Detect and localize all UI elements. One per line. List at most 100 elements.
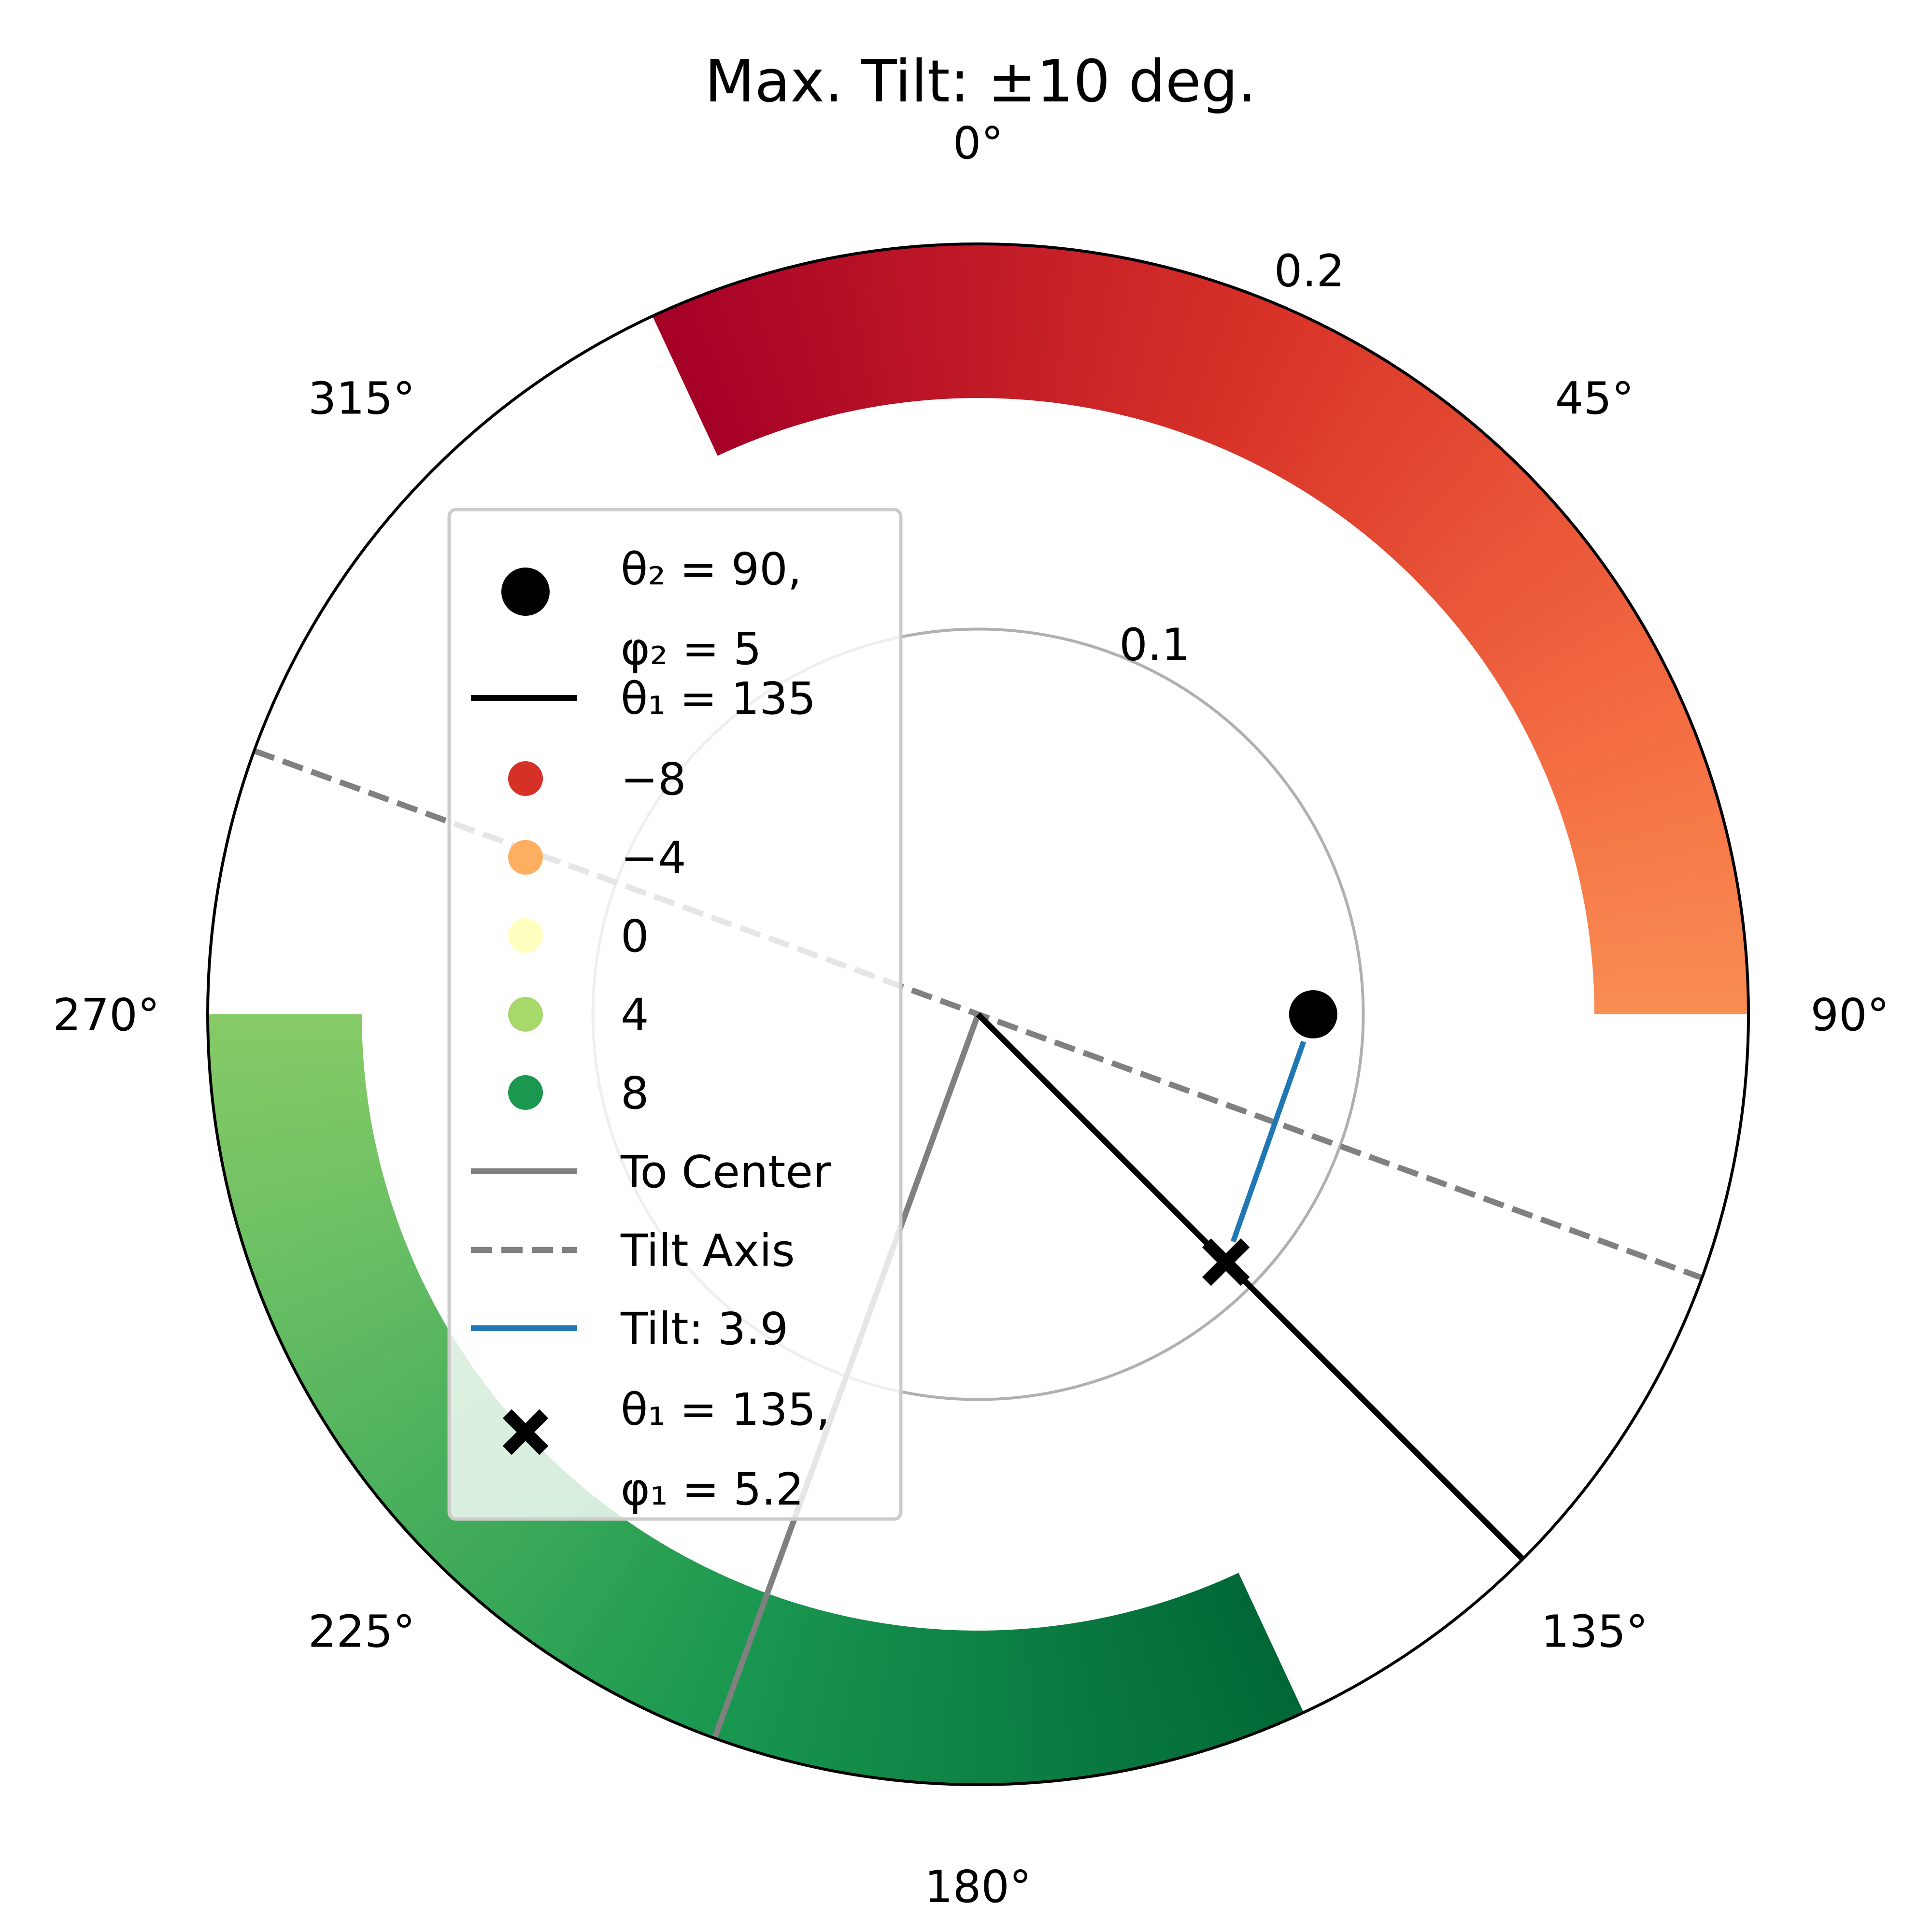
- tilt-band-1-segment: [1564, 776, 1715, 834]
- tilt-band-1-segment: [1177, 285, 1238, 434]
- tilt-band-1-segment: [1514, 635, 1655, 720]
- tilt-band-1-segment: [1041, 248, 1069, 402]
- tilt-band-1-segment: [1383, 434, 1494, 557]
- legend-entry: −4: [508, 832, 686, 884]
- tilt-band-2-segment: [877, 1625, 907, 1780]
- legend-dot-icon: [508, 1075, 543, 1110]
- tilt-band-1-segment: [688, 296, 755, 443]
- theta-tick-label: 315°: [308, 373, 415, 425]
- tilt-band-2-segment: [727, 1597, 786, 1747]
- tilt-band-1-segment: [1303, 359, 1394, 496]
- tilt-band-1-segment: [1353, 403, 1457, 532]
- tilt-band-2-segment: [209, 1051, 364, 1072]
- point-1-marker: [1202, 1238, 1250, 1286]
- tilt-band-1-segment: [1506, 618, 1646, 706]
- tilt-band-1-segment: [1433, 495, 1555, 606]
- tilt-band-2-segment: [254, 1224, 402, 1289]
- tilt-band-1-segment: [1140, 271, 1193, 423]
- tilt-band-1-segment: [1569, 795, 1720, 849]
- tilt-band-1-segment: [1289, 349, 1378, 487]
- tilt-band-1-segment: [1400, 453, 1515, 572]
- tilt-band-1-segment: [1594, 1005, 1748, 1014]
- tilt-band-1-segment: [995, 244, 1012, 399]
- tilt-band-1-segment: [961, 244, 974, 398]
- tilt-band-1-segment: [1503, 610, 1641, 699]
- tilt-band-1-segment: [1554, 740, 1703, 804]
- legend: θ₂ = 90, φ₂ = 5θ₁ = 135 −8 −4 0 4 8 To Center Ti…: [447, 508, 903, 1521]
- r-tick-label: 0.2: [1274, 245, 1345, 297]
- tilt-band-1-segment: [1227, 310, 1301, 455]
- tilt-band-2-segment: [562, 1533, 653, 1669]
- tilt-band-1-segment: [1481, 570, 1615, 667]
- tilt-band-1-segment: [1586, 889, 1740, 924]
- tilt-band-2-segment: [492, 1492, 597, 1619]
- tilt-band-1-segment: [1406, 460, 1522, 578]
- tilt-band-1-segment: [1026, 246, 1051, 401]
- tilt-band-2-segment: [1097, 1617, 1139, 1770]
- tilt-band-2-segment: [1051, 1625, 1082, 1779]
- tilt-band-2-segment: [782, 1610, 831, 1762]
- tilt-band-2-segment: [578, 1541, 667, 1679]
- tilt-band-2-segment: [247, 1210, 397, 1270]
- tilt-band-1-segment: [1594, 995, 1748, 1009]
- tilt-band-1-segment: [1184, 288, 1248, 437]
- theta-tick-label: 90°: [1810, 989, 1889, 1041]
- tilt-band-2-segment: [773, 1608, 824, 1760]
- polar-spine: [206, 242, 1750, 1786]
- tilt-band-2-segment: [336, 1355, 470, 1451]
- tilt-band-2-segment: [820, 1617, 861, 1771]
- tilt-band-1-segment: [1192, 291, 1257, 440]
- tilt-band-1-segment: [1365, 415, 1472, 541]
- legend-label: −8: [621, 753, 686, 805]
- tilt-band-1-segment: [1010, 245, 1031, 399]
- legend-label-line2: φ₁ = 5.2: [621, 1463, 804, 1515]
- tilt-band-1-segment: [1511, 627, 1650, 713]
- tilt-band-2-segment: [1105, 1615, 1149, 1768]
- tilt-band-1-segment: [752, 274, 807, 426]
- tilt-band-2-segment: [271, 1260, 417, 1333]
- tilt-band-2-segment: [867, 1624, 899, 1778]
- tilt-band-1-segment: [1477, 562, 1609, 661]
- tilt-band-2-segment: [1230, 1573, 1304, 1718]
- legend-entry: θ₂ = 90, φ₂ = 5: [501, 543, 802, 675]
- tilt-band-2-segment: [268, 1253, 414, 1324]
- tilt-band-2-segment: [228, 1158, 381, 1206]
- tilt-band-2-segment: [664, 1577, 736, 1723]
- tilt-band-2-segment: [288, 1288, 431, 1368]
- tilt-band-1-segment: [1490, 586, 1625, 680]
- legend-label: θ₂ = 90,: [621, 543, 802, 595]
- tilt-band-1-segment: [817, 258, 859, 412]
- tilt-band-2-segment: [210, 1066, 365, 1092]
- tilt-band-1-segment: [1566, 786, 1718, 841]
- legend-entry: Tilt Axis: [471, 1225, 795, 1277]
- tilt-band-1-segment: [1034, 247, 1060, 402]
- tilt-band-1-segment: [1389, 440, 1501, 562]
- tilt-band-2-segment: [718, 1594, 779, 1744]
- tilt-band-1-segment: [836, 255, 874, 409]
- tilt-band-1-segment: [1591, 937, 1746, 963]
- tilt-band-2-segment: [906, 1628, 930, 1783]
- tilt-band-1-segment: [1428, 487, 1549, 600]
- tilt-band-1-segment: [970, 244, 983, 398]
- tilt-band-2-segment: [321, 1335, 457, 1427]
- tilt-band-1-segment: [1559, 758, 1709, 819]
- legend-x-marker-icon: [502, 1409, 549, 1455]
- tilt-band-2-segment: [1005, 1629, 1024, 1784]
- tilt-band-2-segment: [251, 1217, 399, 1279]
- tilt-band-2-segment: [538, 1520, 634, 1654]
- tilt-band-2-segment: [586, 1545, 674, 1684]
- tilt-band-2-segment: [239, 1188, 390, 1243]
- tilt-line: [1230, 1040, 1307, 1243]
- tilt-band-2-segment: [915, 1628, 938, 1783]
- tilt-band-1-segment: [1536, 687, 1681, 761]
- tilt-band-2-segment: [691, 1586, 757, 1734]
- legend-label: Tilt: 3.9: [620, 1303, 788, 1355]
- tilt-band-2-segment: [887, 1626, 915, 1781]
- tilt-band-1-segment: [1309, 364, 1402, 500]
- tilt-band-1-segment: [893, 247, 920, 402]
- legend-label: To Center: [620, 1146, 831, 1198]
- tilt-band-1-segment: [1417, 473, 1535, 589]
- tilt-band-2-segment: [839, 1620, 877, 1775]
- tilt-band-2-segment: [213, 1089, 368, 1121]
- tilt-band-1-segment: [706, 289, 769, 438]
